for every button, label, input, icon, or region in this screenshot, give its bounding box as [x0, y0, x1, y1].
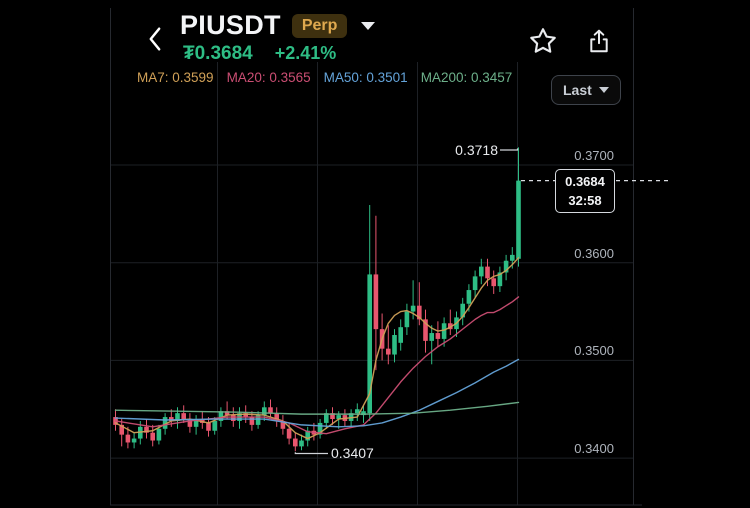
indicator-legend: MA7: 0.3599 MA20: 0.3565 MA50: 0.3501 MA… — [137, 70, 512, 85]
indicator-ma200-label: MA200: 0.3457 — [420, 70, 513, 85]
marker-countdown: 32:58 — [568, 193, 602, 208]
share-icon — [585, 27, 613, 60]
last-price-text: ₮0.3684 — [183, 43, 253, 64]
session-high-label: 0.3718 — [455, 142, 498, 158]
indicator-ma20-label: MA20: 0.3565 — [226, 70, 311, 85]
chevron-down-icon[interactable] — [361, 21, 376, 30]
header-price-row: ₮0.3684 +2.41% — [183, 43, 336, 65]
price-scale-dropdown[interactable]: Last — [551, 75, 621, 105]
y-axis-label: 0.3600 — [574, 246, 614, 261]
y-axis-label: 0.3700 — [574, 148, 614, 163]
favorite-button[interactable] — [526, 26, 560, 60]
y-axis-label: 0.3500 — [574, 343, 614, 358]
price-change-text: +2.41% — [274, 43, 337, 63]
session-low-label: 0.3407 — [331, 445, 374, 461]
contract-type-badge: Perp — [291, 13, 348, 38]
indicator-ma50-label: MA50: 0.3501 — [323, 70, 408, 85]
star-icon — [528, 26, 558, 61]
symbol-title: PIUSDT — [180, 10, 281, 40]
symbol-selector[interactable]: PIUSDT Perp — [180, 10, 376, 41]
indicator-ma7-label: MA7: 0.3599 — [137, 70, 214, 85]
back-button[interactable] — [140, 24, 168, 58]
marker-price: 0.3684 — [565, 174, 605, 189]
chevron-down-icon — [598, 87, 609, 93]
price-scale-dropdown-label: Last — [563, 82, 592, 98]
share-button[interactable] — [582, 26, 616, 60]
y-axis-label: 0.3400 — [574, 441, 614, 456]
last-price-marker: 0.3684 32:58 — [555, 169, 615, 213]
back-chevron-icon — [147, 25, 162, 58]
